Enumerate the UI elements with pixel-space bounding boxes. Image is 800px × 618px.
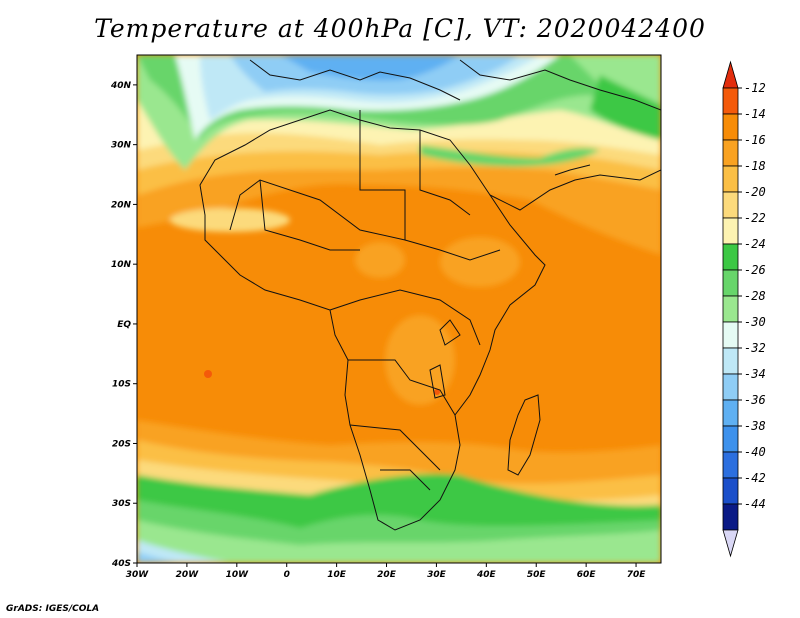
colorbar-swatch bbox=[722, 347, 739, 375]
coastlines bbox=[199, 59, 661, 531]
y-tick-label: 10N bbox=[111, 260, 132, 270]
x-tick-label: 30E bbox=[427, 570, 447, 580]
colorbar-swatch bbox=[722, 503, 739, 531]
colorbar-label: -36 bbox=[744, 393, 766, 407]
colorbar-swatch bbox=[722, 139, 739, 167]
colorbar-label: -44 bbox=[744, 497, 766, 511]
colorbar-swatch bbox=[722, 113, 739, 141]
colorbar: -12 -14 -16 -18 -20 -22 -24 -26 -28 -30 -32 -34 -36 -… bbox=[722, 60, 766, 558]
y-tick-label: 10S bbox=[112, 380, 131, 390]
colorbar-swatch bbox=[722, 425, 739, 453]
colorbar-label: -20 bbox=[744, 185, 766, 199]
x-tick-label: 70E bbox=[627, 570, 647, 580]
colorbar-swatch bbox=[722, 477, 739, 505]
y-tick-label: 20S bbox=[112, 439, 131, 449]
y-tick-label: 40N bbox=[110, 81, 132, 91]
colorbar-bottom-triangle bbox=[722, 529, 739, 558]
y-tick-label: 40S bbox=[111, 559, 131, 569]
x-tick-label: 60E bbox=[577, 570, 597, 580]
map-title: Temperature at 400hPa [C], VT: 202004240… bbox=[94, 14, 706, 43]
x-tick-label: 50E bbox=[527, 570, 547, 580]
colorbar-label: -40 bbox=[744, 445, 766, 459]
colorbar-label: -42 bbox=[744, 471, 766, 485]
y-tick-label: 30N bbox=[111, 141, 132, 151]
colorbar-swatch bbox=[722, 165, 739, 193]
x-tick-label: 30W bbox=[126, 570, 150, 580]
colorbar-label: -28 bbox=[744, 289, 766, 303]
y-axis-ticks: 40S 30S 20S 10S EQ 10N 20N 30N 40N bbox=[110, 81, 137, 569]
colorbar-swatch bbox=[722, 217, 739, 245]
colorbar-swatch bbox=[722, 243, 739, 271]
colorbar-label: -30 bbox=[744, 315, 766, 329]
colorbar-label: -12 bbox=[744, 81, 766, 95]
colorbar-label: -38 bbox=[744, 419, 766, 433]
y-tick-label: 30S bbox=[112, 499, 131, 509]
plot-frame bbox=[136, 54, 662, 564]
colorbar-swatch bbox=[722, 191, 739, 219]
colorbar-label: -24 bbox=[744, 237, 766, 251]
x-tick-label: 0 bbox=[284, 570, 290, 580]
colorbar-label: -22 bbox=[744, 211, 766, 225]
colorbar-swatch bbox=[722, 87, 739, 115]
colorbar-swatch bbox=[722, 321, 739, 349]
x-tick-label: 10E bbox=[327, 570, 347, 580]
colorbar-swatch bbox=[722, 373, 739, 401]
colorbar-label: -26 bbox=[744, 263, 766, 277]
colorbar-swatch bbox=[722, 295, 739, 323]
x-tick-label: 40E bbox=[476, 570, 497, 580]
colorbar-label: -34 bbox=[744, 367, 766, 381]
y-tick-label: 20N bbox=[111, 200, 132, 210]
colorbar-swatch bbox=[722, 399, 739, 427]
temperature-field bbox=[137, 55, 661, 563]
grads-credit: GrADS: IGES/COLA bbox=[6, 604, 100, 614]
colorbar-top-triangle bbox=[722, 60, 739, 89]
x-tick-label: 20E bbox=[377, 570, 397, 580]
x-tick-label: 20W bbox=[176, 570, 200, 580]
colorbar-swatch bbox=[722, 451, 739, 479]
x-tick-label: 10W bbox=[226, 570, 250, 580]
colorbar-label: -18 bbox=[744, 159, 766, 173]
x-axis-ticks: 30W 20W 10W 0 10E 20E 30E 40E 50E 60E 70E bbox=[126, 563, 646, 580]
y-tick-label: EQ bbox=[117, 320, 131, 330]
colorbar-label: -16 bbox=[744, 133, 766, 147]
colorbar-label: -14 bbox=[744, 107, 766, 121]
colorbar-label: -32 bbox=[744, 341, 766, 355]
colorbar-swatch bbox=[722, 269, 739, 297]
